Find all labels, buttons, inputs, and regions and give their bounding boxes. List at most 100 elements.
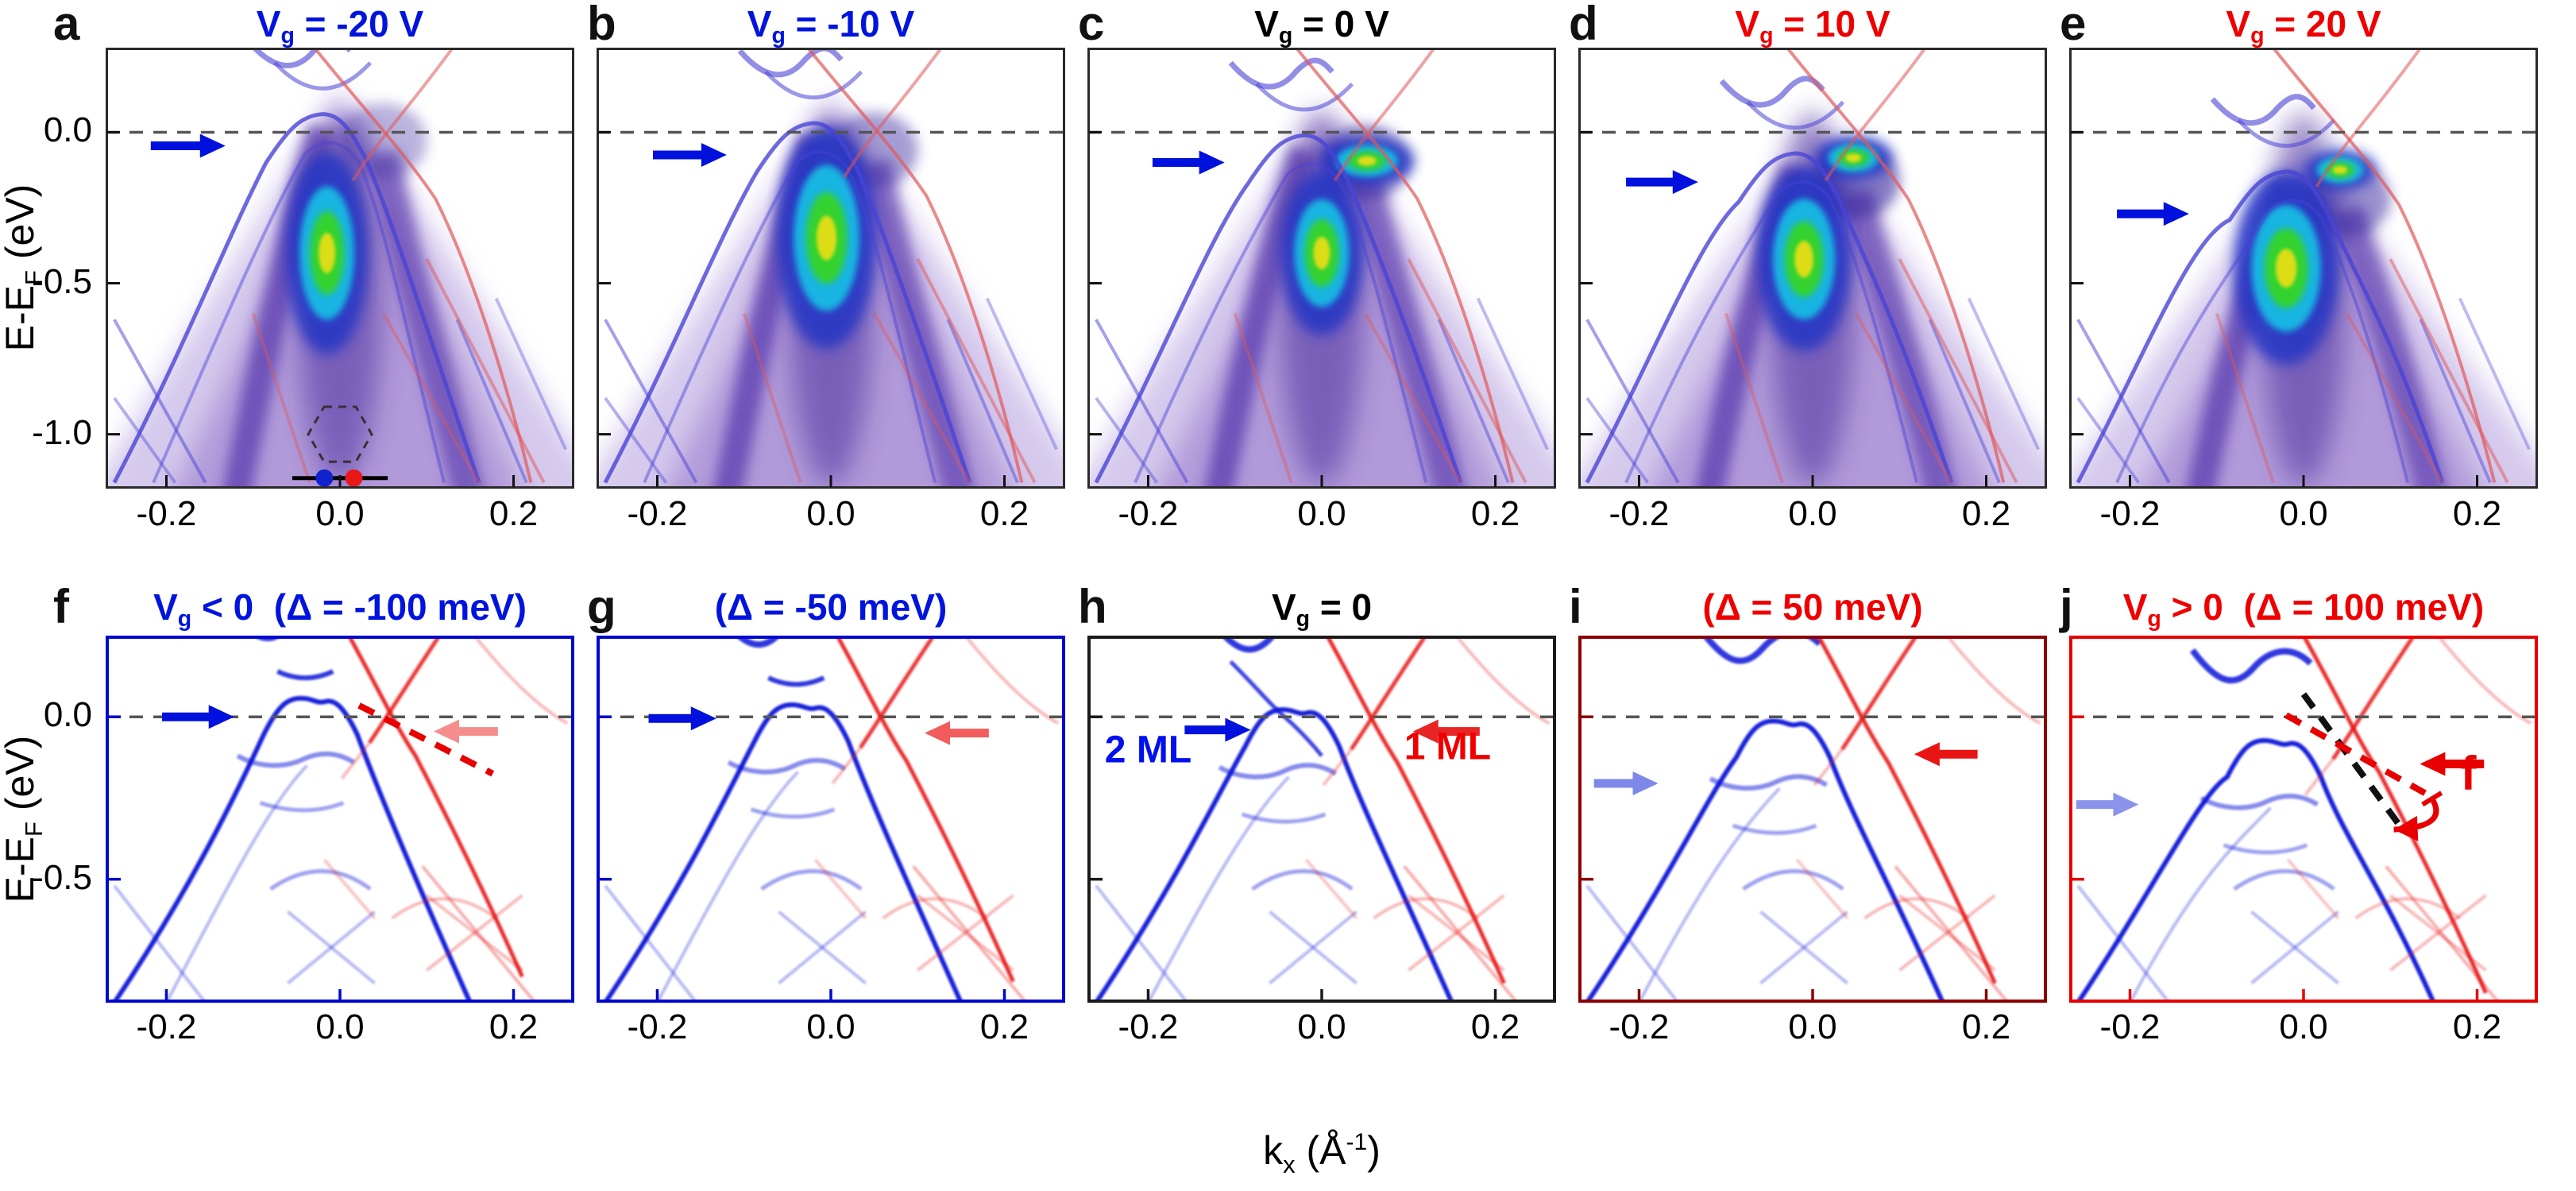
bands-1ml-red bbox=[251, 48, 546, 484]
x-tick-label: -0.2 bbox=[1118, 1007, 1179, 1046]
x-tick-label: 0.0 bbox=[315, 494, 365, 533]
x-tick-label: 0.0 bbox=[806, 1007, 855, 1046]
plot-frame bbox=[1087, 48, 1556, 489]
plot-frame bbox=[2069, 636, 2538, 1003]
plot-area-j: f bbox=[2069, 636, 2538, 1003]
panel-title-h: Vg = 0 bbox=[1271, 586, 1373, 632]
panel-title-g: (Δ = -50 meV) bbox=[714, 586, 948, 628]
ml-label: 2 ML bbox=[1105, 729, 1191, 771]
x-tick-label: 0.2 bbox=[1470, 1007, 1520, 1046]
panel-letter-e: e bbox=[2060, 0, 2087, 50]
panel-letter-j: j bbox=[2060, 580, 2073, 633]
red-arrow-annotation bbox=[434, 719, 498, 744]
panel-letter-b: b bbox=[587, 0, 616, 50]
panel-title-f: Vg < 0 (Δ = -100 meV) bbox=[153, 586, 527, 632]
x-tick-label: -0.2 bbox=[136, 1007, 197, 1046]
x-tick-label: -0.2 bbox=[2099, 494, 2161, 533]
x-tick-label: 0.2 bbox=[2452, 494, 2502, 533]
red-arrow-annotation bbox=[1412, 719, 1480, 744]
bands-2ml-blue bbox=[603, 48, 1058, 484]
x-tick-label: 0.0 bbox=[1788, 494, 1837, 533]
panel-letter-a: a bbox=[53, 0, 80, 50]
panel-letter-i: i bbox=[1569, 580, 1582, 633]
panel-title-i: (Δ = 50 meV) bbox=[1702, 586, 1923, 628]
bands-2ml-blue bbox=[1585, 75, 2040, 484]
x-tick-label: -0.2 bbox=[2099, 1007, 2161, 1046]
x-tick-label: 0.0 bbox=[806, 494, 855, 533]
y-tick-label: 0.0 bbox=[43, 695, 92, 735]
plot-area-a bbox=[106, 48, 574, 489]
plot-frame bbox=[106, 636, 574, 1003]
panel-letter-g: g bbox=[587, 580, 616, 633]
plot-area-b bbox=[597, 48, 1065, 489]
panel-letter-f: f bbox=[53, 580, 69, 633]
plot-frame bbox=[106, 48, 574, 489]
black-dashed-guide-line bbox=[2300, 692, 2406, 833]
heatmap-haze bbox=[1087, 108, 1556, 489]
x-tick-label: 0.2 bbox=[1961, 494, 2011, 533]
panel-title-e: Vg = 20 V bbox=[2226, 3, 2381, 48]
plot-area-f bbox=[106, 636, 574, 1003]
blue-arrow-annotation bbox=[1593, 771, 1659, 796]
x-tick-label: 0.0 bbox=[2279, 1007, 2328, 1046]
plot-area-i bbox=[1578, 636, 2047, 1003]
angle-label: f bbox=[2461, 747, 2478, 800]
plot-frame bbox=[1087, 636, 1556, 1003]
angle-f-annotation: f bbox=[2393, 747, 2478, 841]
x-tick-label: 0.0 bbox=[1297, 1007, 1346, 1046]
red-arrow-annotation bbox=[925, 721, 989, 745]
panel-title-j: Vg > 0 (Δ = 100 meV) bbox=[2122, 586, 2485, 632]
bands-2ml-blue bbox=[112, 636, 473, 1003]
plot-frame bbox=[1578, 48, 2047, 489]
bands-2ml-blue bbox=[112, 48, 567, 484]
plot-area-e bbox=[2069, 48, 2538, 489]
blue-arrow-annotation bbox=[2117, 202, 2189, 226]
bands-2ml-blue bbox=[1585, 636, 1945, 1003]
x-tick-label: 0.2 bbox=[489, 1007, 539, 1046]
panel-title-a: Vg = -20 V bbox=[256, 3, 424, 48]
plot-frame bbox=[2069, 48, 2538, 489]
blue-arrow-annotation bbox=[1152, 150, 1225, 175]
bands-1ml-red bbox=[2215, 48, 2509, 484]
panel-letter-d: d bbox=[1569, 0, 1598, 50]
panel-title-b: Vg = -10 V bbox=[747, 3, 915, 48]
red-dashed-guide-line bbox=[357, 702, 495, 777]
x-tick-label: -0.2 bbox=[627, 1007, 688, 1046]
plot-area-c bbox=[1087, 48, 1556, 489]
x-tick-label: 0.2 bbox=[979, 1007, 1029, 1046]
blue-arrow-annotation bbox=[648, 706, 716, 731]
x-tick-label: 0.2 bbox=[979, 494, 1029, 533]
red-arrow-annotation bbox=[1914, 742, 1978, 767]
x-tick-label: -0.2 bbox=[1118, 494, 1179, 533]
panel-letter-h: h bbox=[1078, 580, 1107, 633]
blue-arrow-annotation bbox=[1626, 170, 1698, 195]
plot-frame bbox=[597, 48, 1065, 489]
bands-1ml-red bbox=[1304, 636, 1551, 1003]
y-tick-label: -0.5 bbox=[32, 857, 92, 897]
x-tick-label: 0.2 bbox=[1470, 494, 1520, 533]
x-tick-label: 0.0 bbox=[1788, 1007, 1837, 1046]
x-tick-label: -0.2 bbox=[1609, 1007, 1670, 1046]
y-tick-label: -0.5 bbox=[32, 261, 92, 301]
bands-2ml-blue bbox=[1094, 57, 1549, 484]
bands-1ml-red bbox=[1233, 48, 1527, 484]
bands-2ml-blue bbox=[2076, 94, 2531, 484]
panel-title-d: Vg = 10 V bbox=[1735, 3, 1890, 48]
heatmap-haze bbox=[106, 87, 574, 489]
plot-frame bbox=[1578, 636, 2047, 1003]
x-tick-label: -0.2 bbox=[136, 494, 197, 533]
x-tick-label: 0.2 bbox=[489, 494, 539, 533]
blue-arrow-annotation bbox=[2076, 792, 2139, 817]
ml-label: 1 ML bbox=[1404, 725, 1491, 768]
plot-area-h: 2 ML 1 ML bbox=[1087, 636, 1556, 1003]
x-tick-label: 0.2 bbox=[2452, 1007, 2502, 1046]
bands-1ml-red bbox=[1795, 636, 2041, 1003]
plot-area-d bbox=[1578, 48, 2047, 489]
red-arrow-annotation bbox=[2420, 752, 2485, 776]
bands-1ml-red bbox=[742, 48, 1037, 484]
x-tick-label: -0.2 bbox=[1609, 494, 1670, 533]
panel-letter-c: c bbox=[1078, 0, 1105, 50]
x-tick-label: 0.0 bbox=[2279, 494, 2328, 533]
inset-blue-dot bbox=[315, 469, 334, 487]
